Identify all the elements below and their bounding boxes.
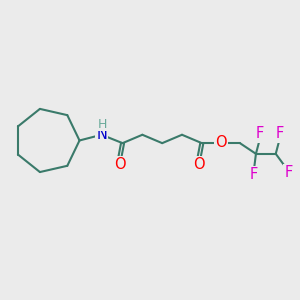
Text: H: H <box>98 118 107 130</box>
Text: N: N <box>96 127 107 142</box>
Text: F: F <box>250 167 258 182</box>
Text: F: F <box>275 127 284 142</box>
Text: O: O <box>215 135 227 150</box>
Text: F: F <box>284 165 292 180</box>
Text: O: O <box>114 158 125 172</box>
Text: O: O <box>193 158 205 172</box>
Text: F: F <box>256 127 264 142</box>
